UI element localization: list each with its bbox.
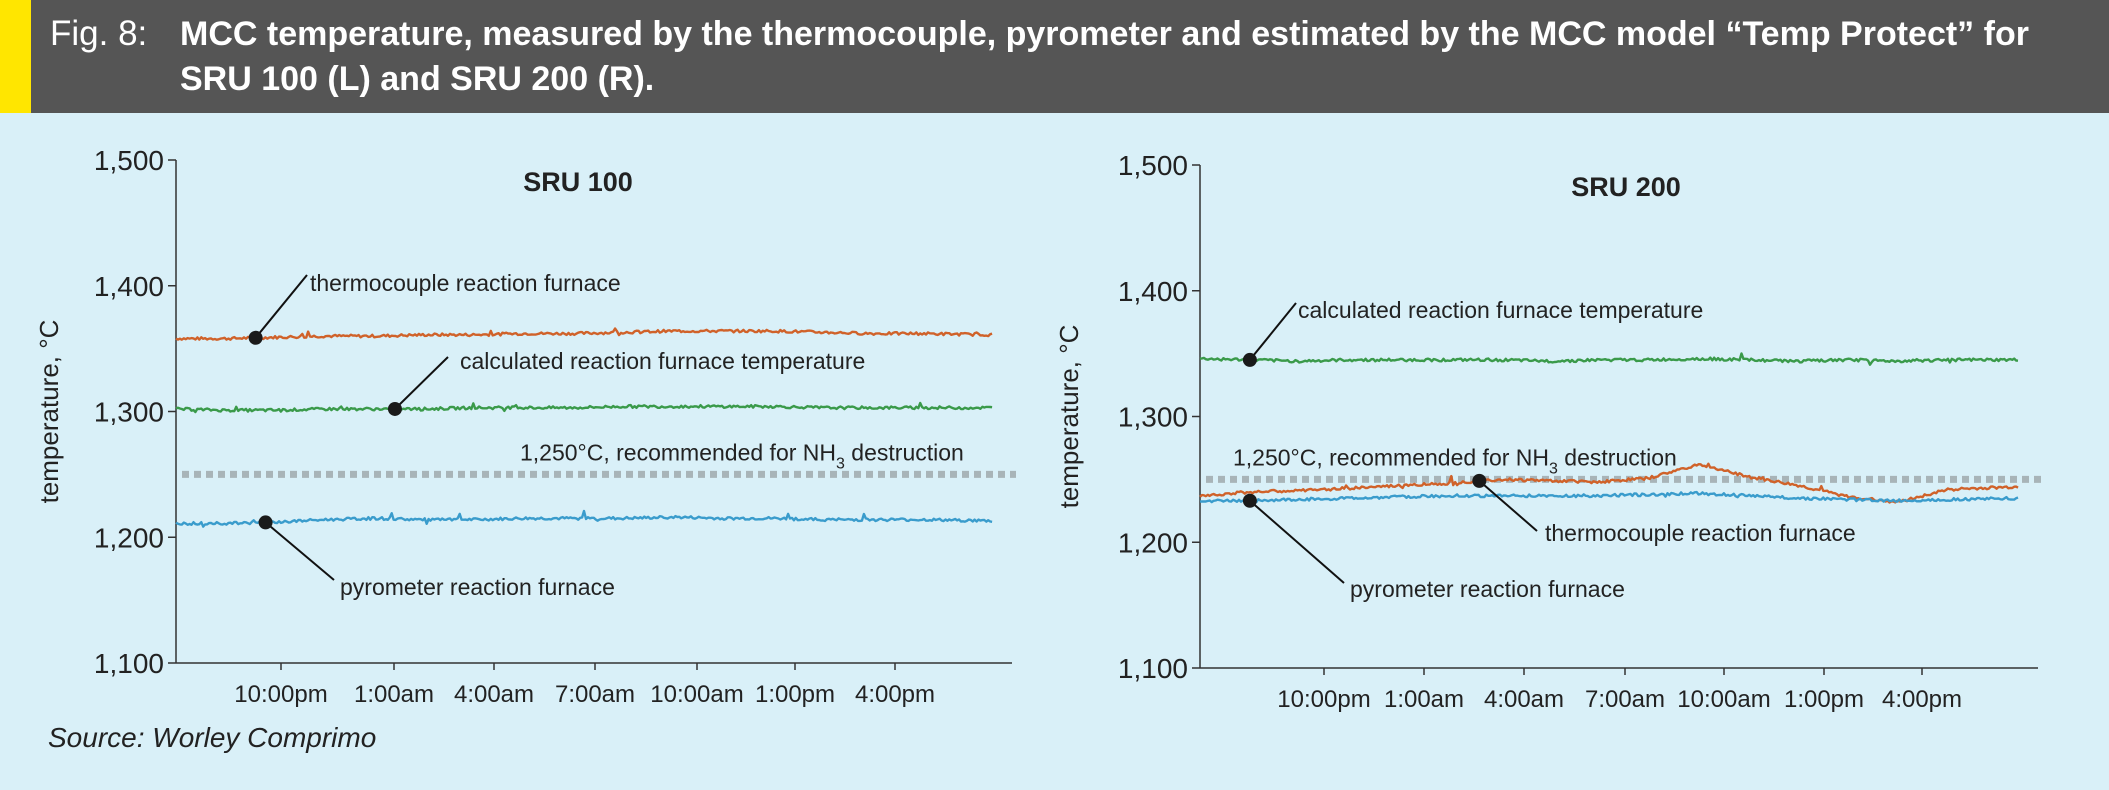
chart-title: SRU 200 bbox=[1571, 172, 1681, 202]
source-note: Source: Worley Comprimo bbox=[48, 722, 377, 753]
series-line-pyrometer-reaction-furnace bbox=[175, 509, 993, 528]
chart-panel-sru-200: 1,100 1,200 1,300 1,400 1,500 10:00pm 1:00am 4:… bbox=[1054, 150, 2042, 713]
annotation-marker bbox=[248, 330, 263, 345]
y-axis-label: temperature, °C bbox=[34, 320, 64, 504]
y-tick-label: 1,100 bbox=[1118, 653, 1188, 684]
y-tick-label: 1,100 bbox=[94, 648, 164, 679]
x-tick-label: 10:00pm bbox=[1277, 686, 1370, 713]
y-axis-label: temperature, °C bbox=[1054, 325, 1084, 509]
series-line-calculated-reaction-furnace-temperature bbox=[1199, 352, 2019, 366]
annotation-leader bbox=[264, 521, 335, 581]
annotation-label: thermocouple reaction furnace bbox=[1545, 520, 1856, 546]
y-tick-label: 1,400 bbox=[1118, 276, 1188, 307]
y-tick-label: 1,200 bbox=[94, 522, 164, 553]
x-tick-label: 1:00pm bbox=[1784, 686, 1864, 713]
x-tick-label: 10:00am bbox=[1677, 686, 1770, 713]
y-tick-label: 1,300 bbox=[1118, 402, 1188, 433]
header-accent-bar bbox=[0, 0, 31, 113]
x-tick-label: 10:00pm bbox=[234, 681, 327, 708]
annotation-leader bbox=[394, 356, 449, 410]
annotation-label: calculated reaction furnace temperature bbox=[460, 348, 865, 374]
recommended-temperature-label: 1,250°C, recommended for NH3 destruction bbox=[1233, 444, 1677, 477]
figure-label: Fig. 8: bbox=[50, 14, 148, 53]
x-tick-label: 10:00am bbox=[650, 681, 743, 708]
x-tick-label: 1:00pm bbox=[755, 681, 835, 708]
y-tick-label: 1,500 bbox=[1118, 150, 1188, 181]
annotation-label: pyrometer reaction furnace bbox=[1350, 576, 1625, 602]
x-tick-label: 1:00am bbox=[354, 681, 434, 708]
series-line-calculated-reaction-furnace-temperature bbox=[175, 401, 993, 414]
y-tick-label: 1,300 bbox=[94, 397, 164, 428]
annotation-leader bbox=[1249, 302, 1297, 361]
annotation-leader bbox=[1478, 480, 1538, 532]
annotation-marker bbox=[387, 401, 402, 416]
charts-canvas: 1,100 1,200 1,300 1,400 1,500 10:00pm 1:00am 4:… bbox=[34, 145, 2042, 713]
x-tick-label: 7:00am bbox=[1585, 686, 1665, 713]
annotation-marker bbox=[1472, 473, 1487, 488]
figure-header: Fig. 8: MCC temperature, measured by the… bbox=[0, 0, 2109, 113]
annotation-leader bbox=[254, 274, 308, 339]
series-line-pyrometer-reaction-furnace bbox=[1199, 490, 2019, 504]
chart-title: SRU 100 bbox=[523, 167, 633, 197]
chart-panel-sru-100: 1,100 1,200 1,300 1,400 1,500 10:00pm 1:00am 4:… bbox=[34, 145, 1016, 708]
x-tick-label: 7:00am bbox=[555, 681, 635, 708]
x-tick-label: 1:00am bbox=[1384, 686, 1464, 713]
annotation-marker bbox=[1242, 352, 1257, 367]
annotation-label: calculated reaction furnace temperature bbox=[1298, 297, 1703, 323]
y-tick-label: 1,200 bbox=[1118, 527, 1188, 558]
recommended-temperature-label: 1,250°C, recommended for NH3 destruction bbox=[520, 439, 964, 472]
annotation-leader bbox=[1249, 499, 1345, 584]
x-tick-label: 4:00pm bbox=[1882, 686, 1962, 713]
y-tick-label: 1,400 bbox=[94, 271, 164, 302]
figure-title: MCC temperature, measured by the thermoc… bbox=[180, 15, 2029, 98]
y-tick-label: 1,500 bbox=[94, 145, 164, 176]
annotation-marker bbox=[1242, 493, 1257, 508]
series-line-thermocouple-reaction-furnace bbox=[175, 327, 993, 341]
x-tick-label: 4:00pm bbox=[855, 681, 935, 708]
annotation-label: thermocouple reaction furnace bbox=[310, 270, 621, 296]
annotation-label: pyrometer reaction furnace bbox=[340, 574, 615, 600]
annotation-marker bbox=[258, 515, 273, 530]
x-tick-label: 4:00am bbox=[454, 681, 534, 708]
x-tick-label: 4:00am bbox=[1484, 686, 1564, 713]
